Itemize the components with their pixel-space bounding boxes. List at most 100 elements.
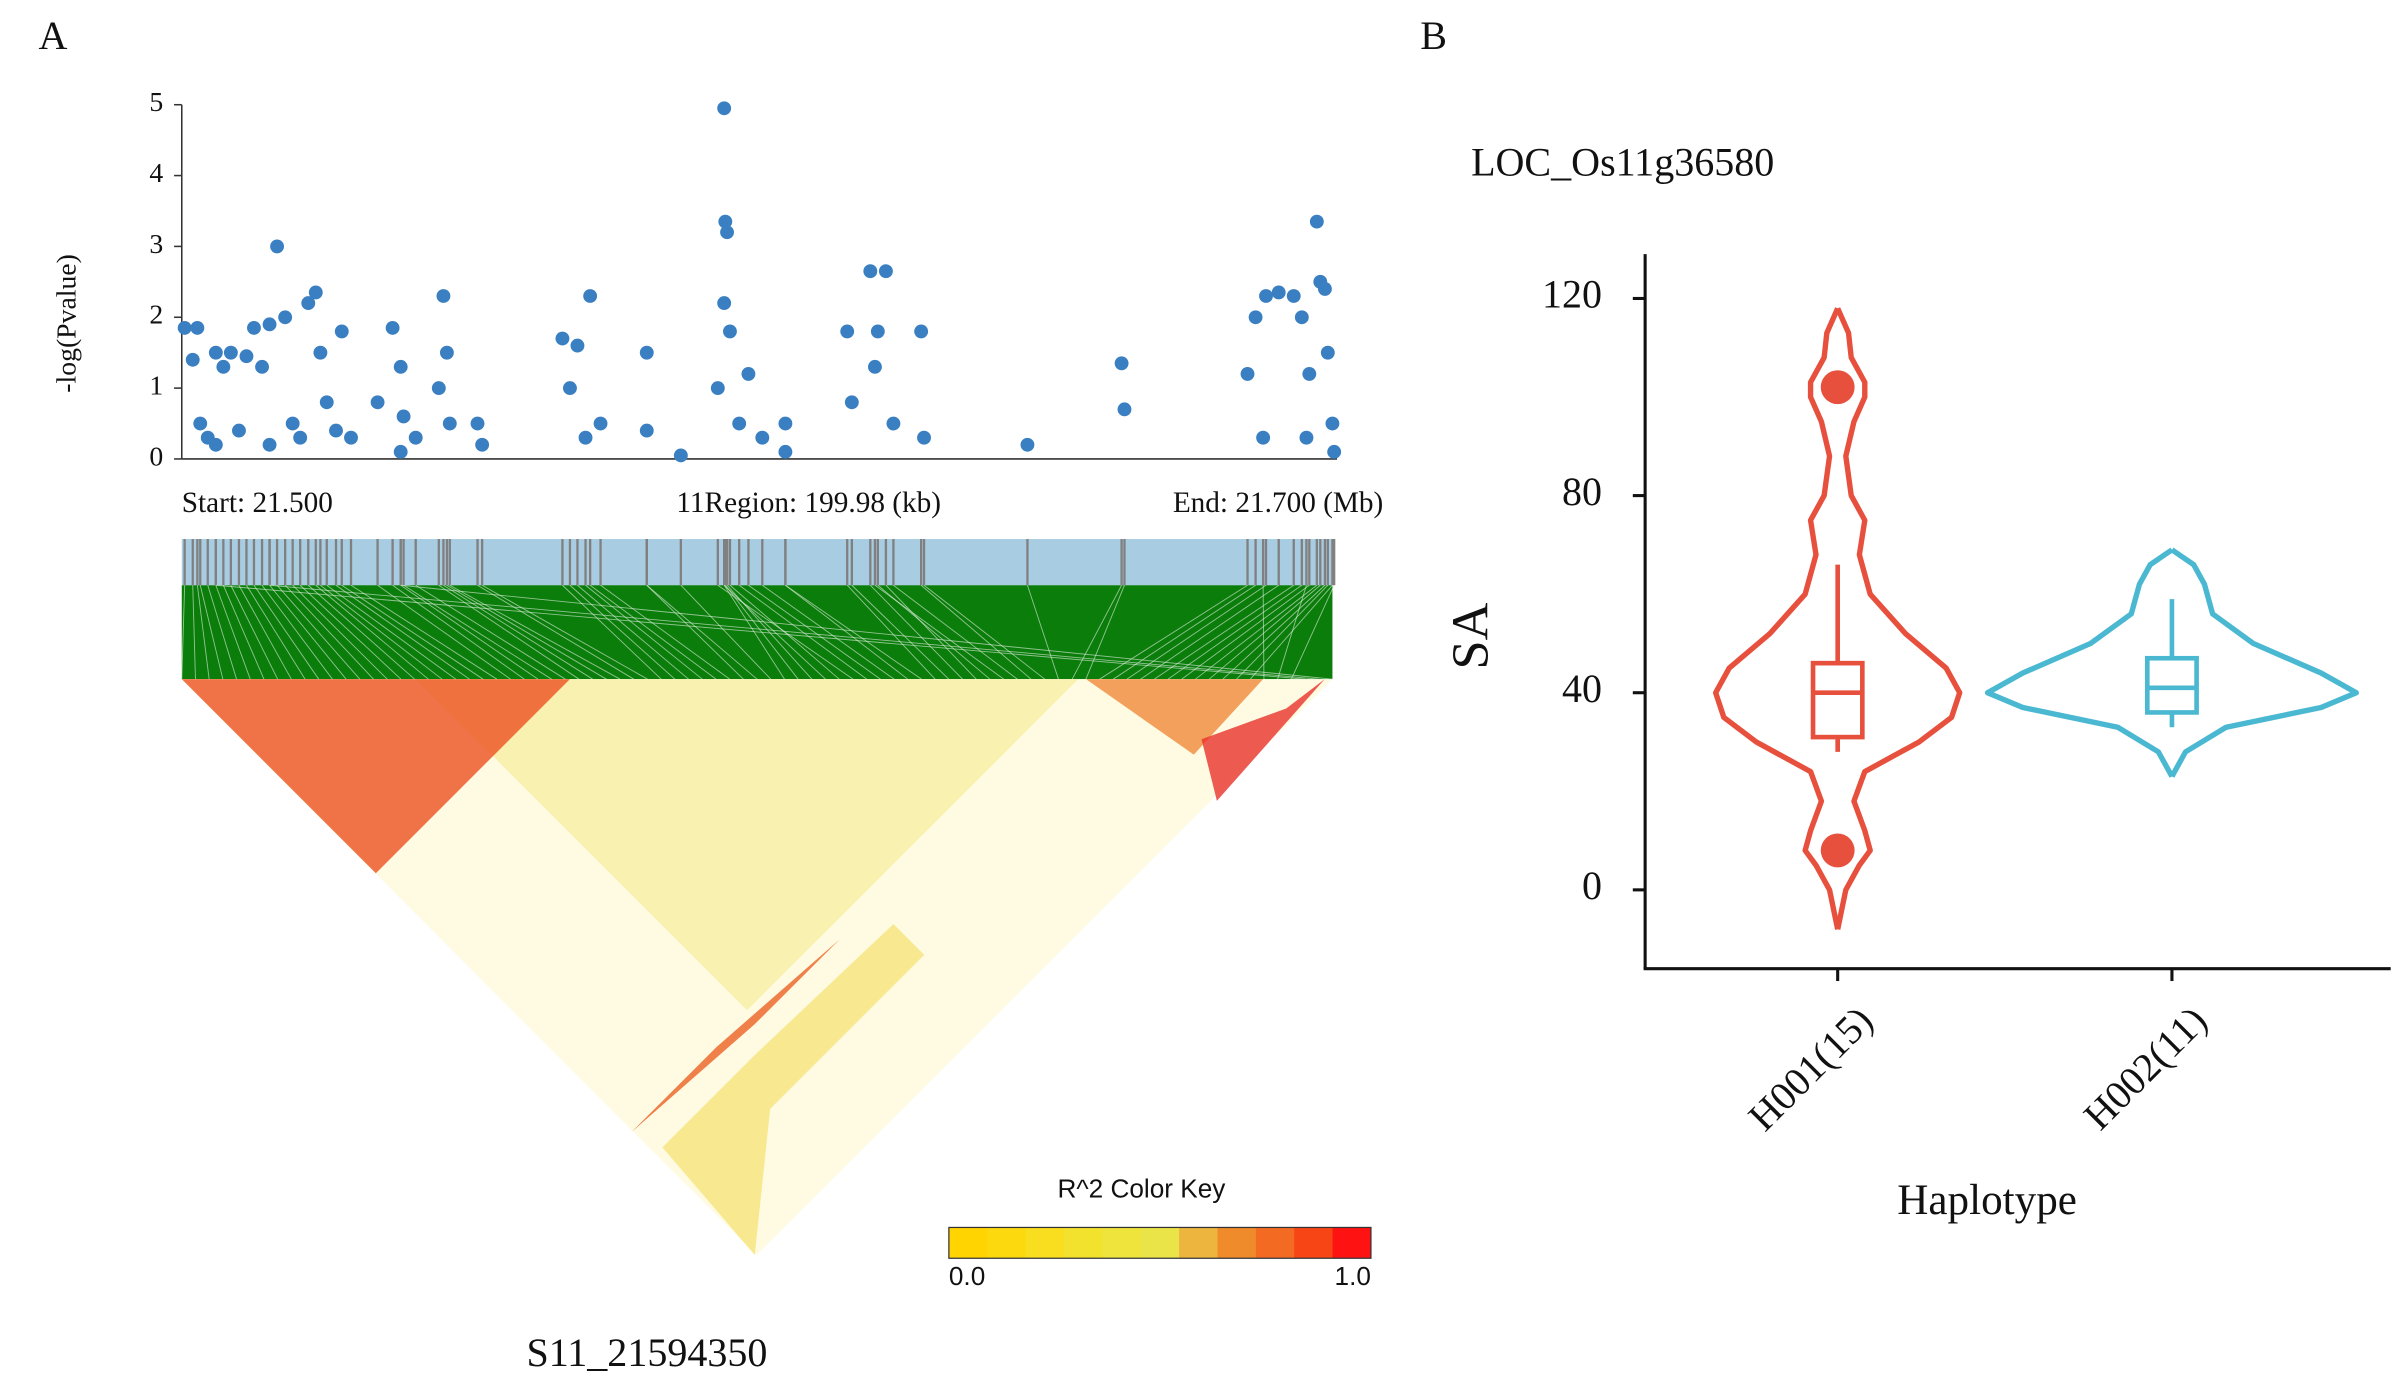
ld-link — [299, 584, 402, 680]
color-key-label: 1.0 — [1335, 1261, 1371, 1291]
ld-link — [253, 584, 320, 680]
region-label: 11Region: 199.98 (kb) — [676, 487, 941, 519]
point — [878, 264, 893, 279]
point — [393, 444, 408, 459]
ld-link — [326, 584, 457, 680]
point — [717, 296, 732, 311]
point — [1020, 437, 1035, 452]
y-axis-label: SA — [1442, 602, 1500, 669]
ld-link — [646, 584, 758, 680]
ld-link — [230, 585, 279, 680]
point — [639, 423, 654, 438]
y-tick-label: 80 — [1562, 469, 1602, 514]
point — [1114, 356, 1129, 371]
point — [470, 416, 485, 431]
point — [718, 214, 733, 229]
point — [717, 101, 732, 116]
point — [741, 367, 756, 381]
color-key-label: 0.0 — [949, 1261, 985, 1291]
ld-link — [646, 584, 744, 680]
y-tick-label: 3 — [149, 228, 163, 259]
ld-link — [320, 584, 443, 680]
ld-link — [269, 584, 347, 680]
y-tick-label: 5 — [149, 86, 163, 117]
ld-link — [893, 584, 1018, 680]
point — [844, 395, 859, 410]
chart-title: LOC_Os11g36580 — [1471, 140, 1774, 185]
point — [208, 437, 223, 452]
point — [1256, 430, 1271, 445]
ld-link — [1085, 585, 1125, 680]
point — [1240, 367, 1255, 381]
ld-link — [477, 584, 635, 680]
ld-link — [335, 584, 470, 680]
start-label: Start: 21.500 — [182, 487, 333, 519]
y-tick-label: 40 — [1562, 666, 1602, 711]
violin-outline — [1835, 307, 1963, 930]
ld-link — [1195, 584, 1318, 680]
outlier — [1820, 833, 1855, 868]
color-key-swatch — [948, 1227, 988, 1259]
ld-link — [869, 584, 963, 680]
ld-link — [923, 584, 1046, 680]
x-axis-label: Haplotype — [1897, 1177, 2077, 1224]
color-key-swatch — [987, 1227, 1027, 1259]
ld-link — [238, 585, 292, 680]
ld-link — [215, 585, 251, 680]
ld-link — [392, 584, 525, 680]
ld-block — [1201, 679, 1325, 801]
point — [370, 395, 385, 410]
point — [285, 416, 300, 431]
color-key-frame — [948, 1226, 1372, 1259]
snp-label: S11_21594350 — [526, 1330, 767, 1375]
ld-link — [284, 584, 374, 680]
point — [319, 395, 334, 410]
point — [1259, 289, 1273, 303]
point — [262, 317, 277, 332]
point — [293, 430, 308, 445]
ld-link — [680, 584, 772, 680]
point — [344, 430, 358, 445]
ld-link — [1026, 585, 1059, 680]
ld-link — [400, 584, 1333, 680]
box — [2144, 655, 2199, 715]
point — [408, 430, 423, 445]
color-key-title: R^2 Color Key — [1057, 1173, 1226, 1203]
point — [583, 289, 598, 303]
color-key-swatch — [1217, 1227, 1257, 1259]
color-key-swatch — [1179, 1227, 1218, 1259]
ld-link — [1181, 584, 1310, 680]
point — [329, 423, 343, 438]
point — [247, 320, 261, 335]
ld-link — [192, 585, 196, 680]
ld-link — [738, 584, 867, 680]
ld-link — [920, 584, 1032, 680]
point — [436, 289, 451, 303]
point — [639, 345, 654, 360]
point — [475, 437, 490, 452]
ld-link — [199, 585, 224, 680]
point — [334, 324, 349, 339]
ld-block — [415, 679, 1079, 1011]
point — [270, 239, 285, 254]
point — [185, 352, 200, 367]
point — [570, 338, 585, 353]
color-key-swatch — [1294, 1227, 1334, 1259]
point — [439, 345, 454, 360]
ld-link — [585, 584, 703, 680]
point — [431, 381, 446, 396]
point — [710, 381, 725, 396]
ld-link — [785, 584, 922, 680]
ld-link — [443, 584, 593, 680]
point — [301, 296, 316, 311]
point — [755, 430, 770, 445]
point — [208, 345, 223, 360]
ld-link — [600, 584, 730, 680]
color-key-swatch — [1332, 1227, 1372, 1259]
y-tick-label: 1 — [149, 369, 163, 400]
y-tick-label: 0 — [149, 440, 163, 471]
point — [593, 416, 608, 431]
ld-link — [1071, 585, 1123, 680]
point — [863, 264, 878, 279]
point — [720, 225, 734, 240]
